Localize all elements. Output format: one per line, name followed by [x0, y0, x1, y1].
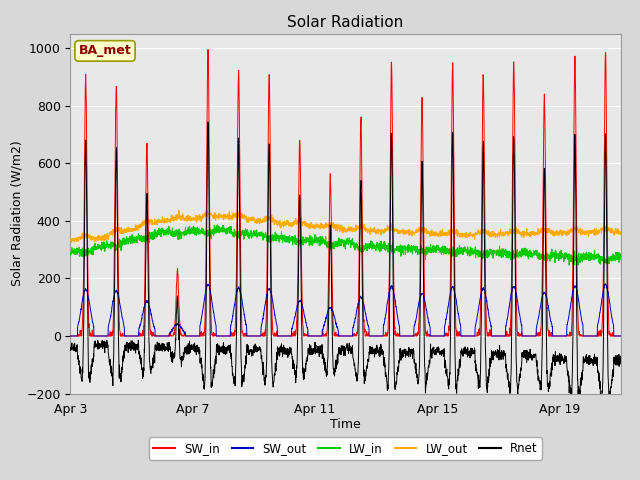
Y-axis label: Solar Radiation (W/m2): Solar Radiation (W/m2)	[10, 141, 24, 287]
Legend: SW_in, SW_out, LW_in, LW_out, Rnet: SW_in, SW_out, LW_in, LW_out, Rnet	[148, 437, 543, 460]
Title: Solar Radiation: Solar Radiation	[287, 15, 404, 30]
Text: BA_met: BA_met	[79, 44, 131, 58]
X-axis label: Time: Time	[330, 418, 361, 431]
